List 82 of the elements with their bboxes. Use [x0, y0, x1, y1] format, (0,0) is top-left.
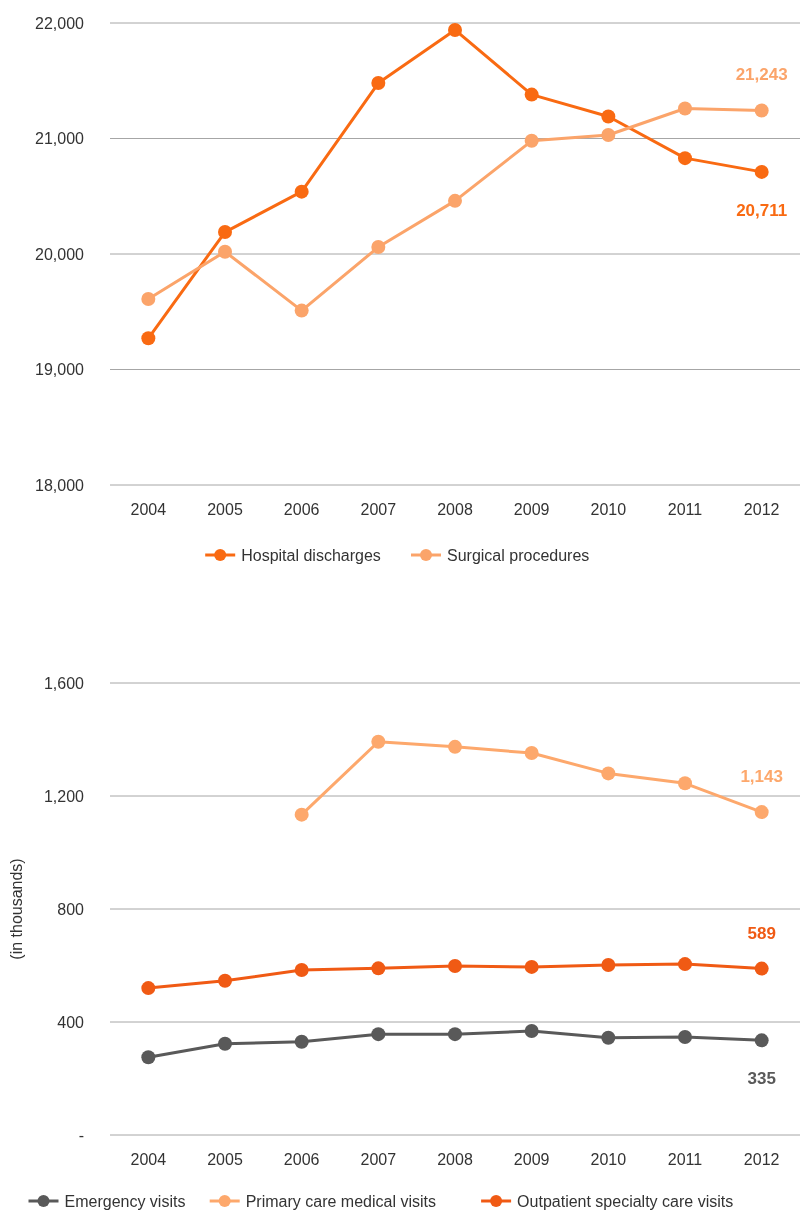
x-tick-label: 2007 [360, 1151, 397, 1168]
y-tick-label: - [78, 1126, 84, 1144]
x-tick-label: 2007 [360, 501, 397, 518]
data-label: 21,243 [735, 65, 788, 85]
point [294, 184, 309, 199]
x-tick-label: 2011 [667, 1151, 703, 1168]
data-label: 335 [747, 1069, 776, 1089]
point [294, 807, 309, 822]
x-tick-label: 2004 [130, 1151, 167, 1168]
y-tick-label: 21,000 [35, 130, 85, 148]
point [524, 959, 539, 974]
legend-label: Surgical procedures [447, 546, 590, 564]
point [141, 981, 156, 996]
point [601, 957, 616, 972]
point [601, 128, 616, 143]
y-tick-label: 19,000 [35, 361, 85, 379]
point [141, 292, 156, 307]
point [371, 1027, 386, 1042]
point [294, 963, 309, 978]
point [448, 959, 462, 974]
legend-label: Primary care medical visits [245, 1192, 436, 1210]
point [678, 101, 692, 116]
y-tick-label: 1,600 [43, 674, 85, 692]
legend-label: Hospital discharges [241, 546, 381, 564]
point [524, 87, 539, 102]
point [218, 244, 232, 259]
point [448, 193, 462, 208]
point [754, 103, 769, 118]
x-tick-label: 2008 [437, 1151, 473, 1168]
point [448, 1027, 462, 1042]
point [141, 1050, 156, 1065]
data-label: 1,143 [740, 767, 783, 787]
y-tick-label: 1,200 [43, 787, 85, 805]
y-tick-label: 20,000 [35, 245, 85, 263]
x-tick-label: 2010 [590, 1151, 627, 1168]
point [371, 734, 386, 749]
point [524, 1024, 539, 1039]
point [601, 109, 616, 124]
point [141, 331, 156, 346]
point [754, 805, 769, 820]
point [754, 164, 769, 179]
point [754, 961, 769, 976]
x-tick-label: 2009 [513, 1151, 550, 1168]
x-tick-label: 2012 [743, 501, 780, 518]
point [678, 1029, 692, 1044]
x-tick-label: 2004 [130, 501, 167, 518]
point [754, 1033, 769, 1048]
point [218, 1036, 232, 1051]
x-tick-label: 2008 [437, 501, 473, 518]
y-tick-label: 400 [57, 1013, 85, 1031]
point [601, 766, 616, 781]
point [371, 76, 386, 91]
point [678, 957, 692, 972]
y-tick-label: 18,000 [35, 476, 85, 494]
point [524, 133, 539, 148]
point [601, 1030, 616, 1045]
point [294, 1034, 309, 1049]
x-tick-label: 2012 [743, 1151, 780, 1168]
point [678, 776, 692, 791]
point [524, 746, 539, 761]
y-tick-label: 22,000 [35, 14, 85, 32]
x-tick-label: 2011 [667, 501, 703, 518]
x-tick-label: 2005 [207, 1151, 243, 1168]
point [218, 225, 232, 240]
x-tick-label: 2005 [207, 501, 243, 518]
point [218, 973, 232, 988]
legend-label: Outpatient specialty care visits [517, 1192, 734, 1210]
x-tick-label: 2006 [283, 501, 320, 518]
y-axis-title: (in thousands) [8, 858, 25, 960]
point [294, 303, 309, 318]
legend-label: Emergency visits [64, 1192, 186, 1210]
point [448, 739, 462, 754]
data-label: 20,711 [736, 200, 788, 220]
point [371, 240, 386, 255]
point [371, 961, 386, 976]
point [448, 22, 462, 37]
point [678, 151, 692, 166]
x-tick-label: 2010 [590, 501, 627, 518]
x-tick-label: 2006 [283, 1151, 320, 1168]
x-tick-label: 2009 [513, 501, 550, 518]
data-label: 589 [747, 923, 776, 943]
y-tick-label: 800 [57, 900, 85, 918]
